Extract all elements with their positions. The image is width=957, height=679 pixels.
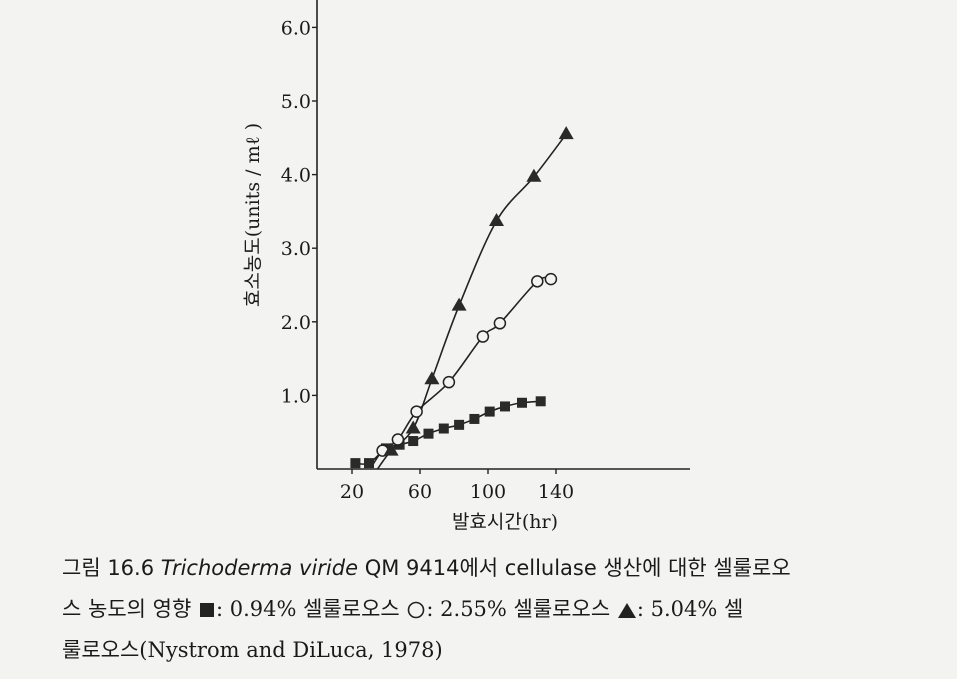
y-tick-label: 2.0 [281,312,311,334]
caption-line-2: 스 농도의 영향 : 0.94% 셀룰로오스 : 2.55% 셀룰로오스 : 5… [62,589,942,630]
legend-triangle-text: : 5.04% 셀 [636,597,744,621]
series-2-point [442,375,456,389]
series-1-point [484,406,495,417]
series-1-point [454,419,465,430]
chart-axes [312,0,690,474]
chart: 1.0 2.0 3.0 4.0 5.0 6.0 20 60 100 140 발효시간(hr) 효소농도… [242,0,690,533]
series-1-point [500,401,510,412]
series-2-point [544,272,558,286]
citation: (Nystrom and DiLuca, 1978) [139,638,443,662]
series-3-point [451,297,467,311]
x-axis-title: 발효시간(hr) [452,511,558,533]
series-2-point [391,433,405,446]
series-2-point [493,317,507,330]
x-tick-label: 100 [470,481,506,503]
x-tick-label: 140 [538,481,574,503]
series-3-point [424,371,440,385]
square-marker-icon [199,603,214,617]
circle-marker-icon [408,601,425,619]
caption-text-2: 스 농도의 영향 [62,597,192,621]
series-3-point [558,126,574,140]
series-1-point [517,397,527,408]
axis-labels: 1.0 2.0 3.0 4.0 5.0 6.0 20 60 100 140 발효시간(hr) 효소농도… [242,17,574,533]
series-1-point [535,396,546,407]
y-axis-title: 효소농도(units / mℓ ) [242,123,264,307]
species-name: Trichoderma viride [160,556,358,580]
y-tick-label: 3.0 [281,238,311,260]
data-marks [350,126,574,469]
figure-number: 그림 16.6 [62,556,155,580]
triangle-marker-icon [617,603,636,618]
series-1-point [408,436,419,447]
series-1-point [364,458,374,469]
caption-line-1: 그림 16.6 Trichoderma viride QM 9414에서 cel… [62,548,942,589]
series-3-point [405,420,421,434]
caption-text-1: QM 9414에서 cellulase 생산에 대한 셀룰로오 [364,556,791,580]
y-tick-label: 1.0 [281,385,311,407]
series-2-point [410,405,423,418]
series-3-point [526,168,542,182]
y-tick-label: 4.0 [281,165,311,187]
series-2-point [531,275,544,288]
caption-line-3: 룰로오스(Nystrom and DiLuca, 1978) [62,630,942,671]
y-tick-label: 5.0 [281,91,311,113]
legend-square-text: : 0.94% 셀룰로오스 [215,597,400,621]
series-2-point [476,330,490,343]
figure-caption: 그림 16.6 Trichoderma viride QM 9414에서 cel… [62,548,942,671]
series-1-point [469,413,480,424]
series-1-point [350,458,361,469]
y-tick-label: 6.0 [281,17,311,39]
series-3-point [383,442,399,456]
legend-circle-text: : 2.55% 셀룰로오스 [426,597,611,621]
x-tick-label: 60 [408,481,432,503]
series-3-point [489,212,504,226]
caption-text-3: 룰로오스 [62,638,140,662]
x-tick-label: 20 [340,481,364,503]
series-1-point [423,428,434,439]
series-1-point [438,423,449,434]
